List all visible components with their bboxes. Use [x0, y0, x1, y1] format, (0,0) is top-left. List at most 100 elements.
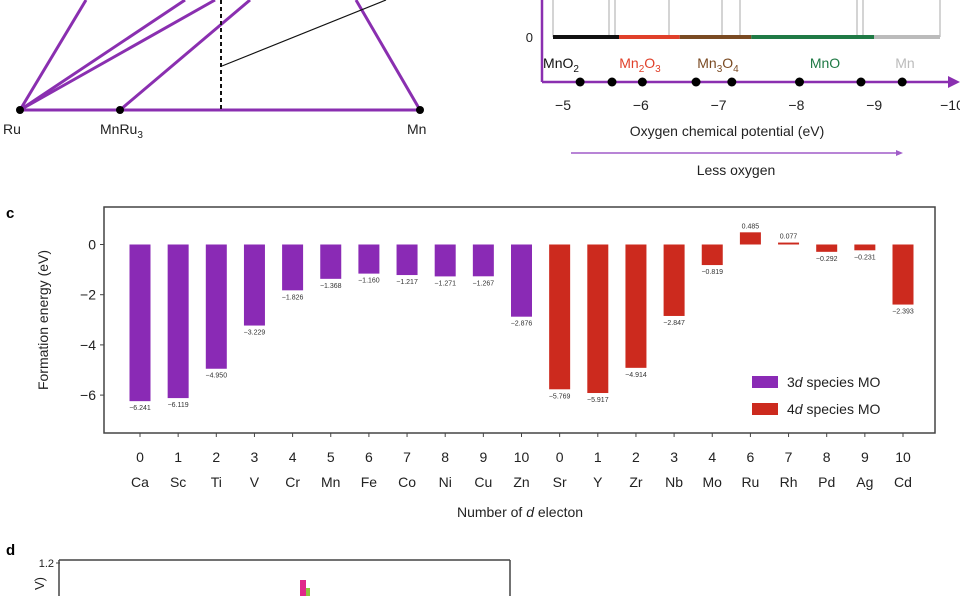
y-tick-label: 1.2 [39, 558, 54, 570]
x-axis-label: Oxygen chemical potential (eV) [630, 123, 825, 139]
data-point [575, 77, 585, 87]
value-label: −4.950 [205, 373, 227, 380]
bar-zr [625, 244, 647, 368]
value-label: −1.160 [358, 278, 380, 285]
x-tick-label: 10 [895, 449, 911, 465]
tie-line [354, 0, 422, 111]
value-label: −6.119 [168, 402, 189, 409]
legend-swatch-3d [752, 376, 778, 388]
category-label: Ag [856, 474, 873, 490]
value-label: −1.217 [396, 279, 418, 286]
bar-ni [434, 244, 456, 277]
x-tick-label: −9 [866, 97, 882, 113]
category-label: Y [593, 474, 603, 490]
bar-ru [739, 232, 761, 245]
vertex-label-mnru3: MnRu3 [100, 121, 143, 141]
x-tick-label: 1 [174, 449, 182, 465]
value-label: −6.241 [129, 405, 151, 412]
bar-sr [549, 244, 571, 390]
value-label: −2.876 [511, 321, 533, 328]
bar-co [396, 244, 418, 276]
category-label: Mn [321, 474, 340, 490]
x-tick-label: −8 [788, 97, 804, 113]
value-label: 0.485 [742, 223, 760, 230]
x-tick-label: 1 [594, 449, 602, 465]
y-axis-label-fragment: V) [32, 577, 47, 590]
value-label: −1.271 [434, 280, 456, 287]
x-tick-label: 9 [479, 449, 487, 465]
category-label: Fe [361, 474, 378, 490]
legend-swatch-4d [752, 403, 778, 415]
tie-line [18, 0, 88, 111]
category-label: Zr [629, 474, 643, 490]
x-tick-label: 10 [514, 449, 530, 465]
phase-label: Mn2O3 [619, 55, 661, 75]
bar-rh [778, 242, 800, 245]
category-label: Ru [741, 474, 759, 490]
value-label: −2.393 [892, 309, 914, 316]
value-label: 0.077 [780, 234, 798, 241]
pointer-line [221, 0, 387, 67]
value-label: −0.819 [701, 269, 723, 276]
bar-nb [663, 244, 685, 316]
data-point [637, 77, 647, 87]
bar-y [587, 244, 609, 394]
x-tick-label: 0 [556, 449, 564, 465]
bar-sc [167, 244, 189, 399]
x-tick-label: −5 [555, 97, 571, 113]
vertex-point [116, 106, 124, 114]
data-point [856, 77, 866, 87]
vertex-point [416, 106, 424, 114]
x-tick-label: −10 [940, 97, 960, 113]
x-tick-label: 5 [327, 449, 335, 465]
x-tick-label: 2 [212, 449, 220, 465]
category-label: Co [398, 474, 416, 490]
x-axis-arrow [948, 76, 960, 88]
y-tick-label: −2 [80, 287, 96, 303]
data-point [795, 77, 805, 87]
value-label: −1.267 [473, 280, 495, 287]
phase-label: MnO [810, 55, 840, 71]
category-label: Ti [211, 474, 222, 490]
value-label: −1.368 [320, 283, 342, 290]
oxygen-potential-panel: 0 MnO2 Mn2O3 Mn3O4 MnO Mn −5 −6 −7 −8 −9 −10 Oxygen … [526, 0, 960, 178]
category-label: Cd [894, 474, 912, 490]
category-label: Mo [703, 474, 723, 490]
x-tick-label: 4 [289, 449, 297, 465]
tie-line [19, 0, 186, 112]
y-tick-label: −6 [80, 387, 96, 403]
x-tick-label: 8 [823, 449, 831, 465]
phase-label: Mn3O4 [697, 55, 739, 75]
y-tick-label: −4 [80, 337, 96, 353]
value-label: −0.231 [854, 254, 876, 261]
x-tick-label: 6 [747, 449, 755, 465]
data-point [691, 77, 701, 87]
category-label: V [250, 474, 260, 490]
legend-label-4d: 4d species MO [787, 401, 881, 417]
category-label: Sc [170, 474, 186, 490]
data-point [607, 77, 617, 87]
value-label: −4.914 [625, 372, 647, 379]
x-tick-label: 8 [441, 449, 449, 465]
tie-line [119, 0, 251, 112]
category-label: Cu [474, 474, 492, 490]
x-tick-label: −7 [711, 97, 727, 113]
x-axis-label: Number of d electon [457, 504, 583, 520]
y-axis-label: Formation energy (eV) [35, 250, 51, 390]
data-point [897, 77, 907, 87]
x-tick-label: 9 [861, 449, 869, 465]
bar-pd [816, 244, 838, 252]
value-label: −1.826 [282, 294, 304, 301]
legend: 3d species MO 4d species MO [752, 374, 881, 417]
phase-label: Mn [895, 55, 914, 71]
y-tick-label: 0 [88, 237, 96, 253]
category-label: Pd [818, 474, 835, 490]
x-tick-label: 3 [251, 449, 259, 465]
category-label: Ni [439, 474, 452, 490]
arrow-head [896, 150, 903, 156]
category-label: Rh [780, 474, 798, 490]
bar-cr [282, 244, 304, 291]
phase-label: MnO2 [543, 55, 579, 75]
value-label: −3.229 [244, 330, 266, 337]
category-label: Cr [285, 474, 300, 490]
